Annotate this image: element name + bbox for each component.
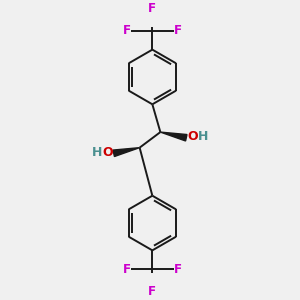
Text: F: F — [122, 24, 130, 37]
Text: H: H — [92, 146, 102, 159]
Text: F: F — [148, 285, 156, 298]
Text: F: F — [174, 24, 182, 37]
Text: F: F — [148, 2, 156, 15]
Polygon shape — [113, 148, 140, 157]
Text: H: H — [198, 130, 208, 143]
Text: O: O — [102, 146, 113, 159]
Text: O: O — [187, 130, 198, 143]
Polygon shape — [160, 132, 187, 141]
Text: F: F — [174, 263, 182, 276]
Text: F: F — [122, 263, 130, 276]
